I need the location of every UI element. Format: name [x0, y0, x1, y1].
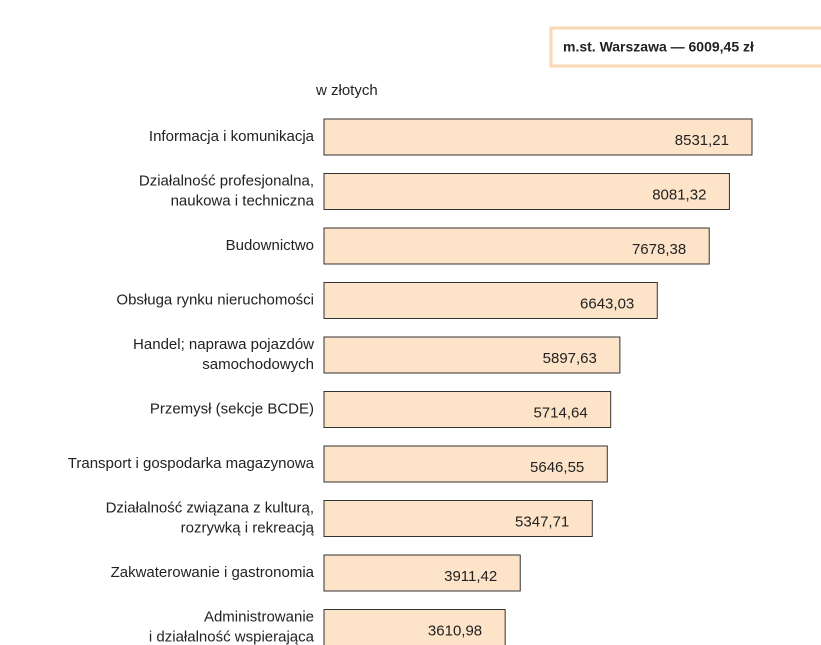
- bar: [323, 609, 506, 645]
- category-label: Transport i gospodarka magazynowa: [68, 455, 315, 472]
- value-label: 7678,38: [632, 241, 686, 258]
- category-label: samochodowych: [202, 356, 314, 373]
- value-label: 8081,32: [652, 186, 706, 203]
- category-label: Przemysł (sekcje BCDE): [150, 400, 314, 417]
- bar: [323, 445, 608, 483]
- category-label: Administrowanie: [204, 608, 314, 625]
- annotation-box: [549, 26, 821, 68]
- bar: [323, 282, 658, 319]
- category-label: i działalność wspierająca: [149, 628, 315, 645]
- category-label: Budownictwo: [226, 237, 314, 254]
- category-label: Działalność profesjonalna,: [139, 172, 314, 189]
- value-label: 8531,21: [675, 132, 729, 149]
- bar: [323, 500, 593, 537]
- value-label: 5897,63: [543, 350, 597, 367]
- category-label: Obsługa rynku nieruchomości: [116, 291, 314, 308]
- bar: [323, 173, 730, 210]
- category-label: Handel; naprawa pojazdów: [133, 336, 314, 353]
- bar: [323, 554, 521, 592]
- category-label: rozrywką i rekreacją: [181, 519, 315, 536]
- unit-label: w złotych: [315, 82, 378, 99]
- value-label: 5714,64: [533, 404, 587, 421]
- bar: [323, 336, 621, 374]
- category-label: naukowa i techniczna: [171, 192, 315, 209]
- value-label: 6643,03: [580, 295, 634, 312]
- bar: [323, 391, 612, 428]
- category-label: Zakwaterowanie i gastronomia: [111, 564, 315, 581]
- bar: [323, 227, 710, 265]
- value-label: 5347,71: [515, 513, 569, 530]
- category-label: Informacja i komunikacja: [149, 128, 315, 145]
- category-label: Działalność związana z kulturą,: [106, 499, 314, 516]
- value-label: 3911,42: [444, 568, 497, 585]
- value-label: 3610,98: [428, 622, 482, 639]
- bar: [323, 118, 753, 156]
- value-label: 5646,55: [530, 459, 584, 476]
- annotation: m.st. Warszawa — 6009,45 zł: [563, 39, 754, 55]
